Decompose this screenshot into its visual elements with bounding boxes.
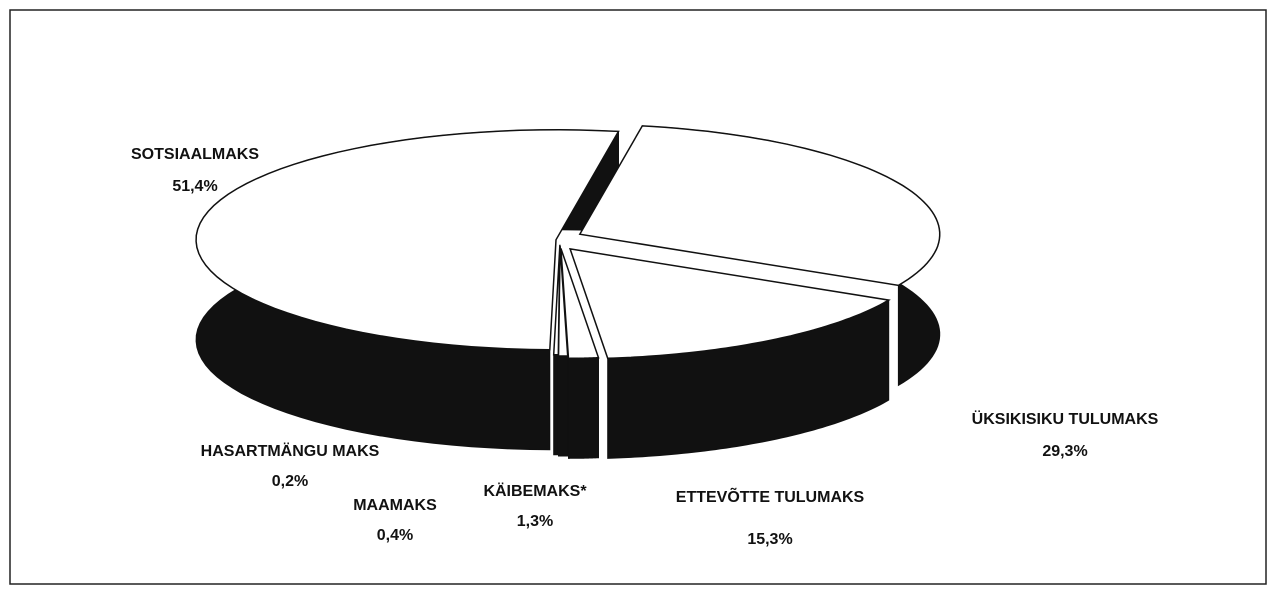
slice-label: ETTEVÕTTE TULUMAKS [676, 486, 865, 506]
slice [560, 248, 600, 360]
value-label: 29,3% [1042, 443, 1087, 460]
slice-label: SOTSIAALMAKS [131, 146, 259, 163]
slice [552, 244, 561, 356]
value-label: 0,2% [272, 473, 308, 490]
slice-label: KÄIBEMAKS* [483, 482, 587, 500]
slice-side [558, 355, 569, 457]
slice-side [568, 357, 599, 459]
frame [9, 9, 1267, 585]
slice-label: MAAMAKS [353, 497, 437, 514]
slice [195, 129, 620, 351]
value-label: 0,4% [377, 527, 413, 544]
slice [557, 245, 569, 357]
value-label: 15,3% [747, 531, 792, 548]
value-label: 51,4% [172, 178, 217, 195]
slice-side [553, 354, 559, 456]
slice [568, 247, 891, 360]
slice [578, 125, 941, 287]
value-label: 1,3% [517, 513, 553, 530]
slice-label: HASARTMÄNGU MAKS [201, 442, 380, 460]
slice-label: ÜKSIKISIKU TULUMAKS [972, 409, 1159, 428]
